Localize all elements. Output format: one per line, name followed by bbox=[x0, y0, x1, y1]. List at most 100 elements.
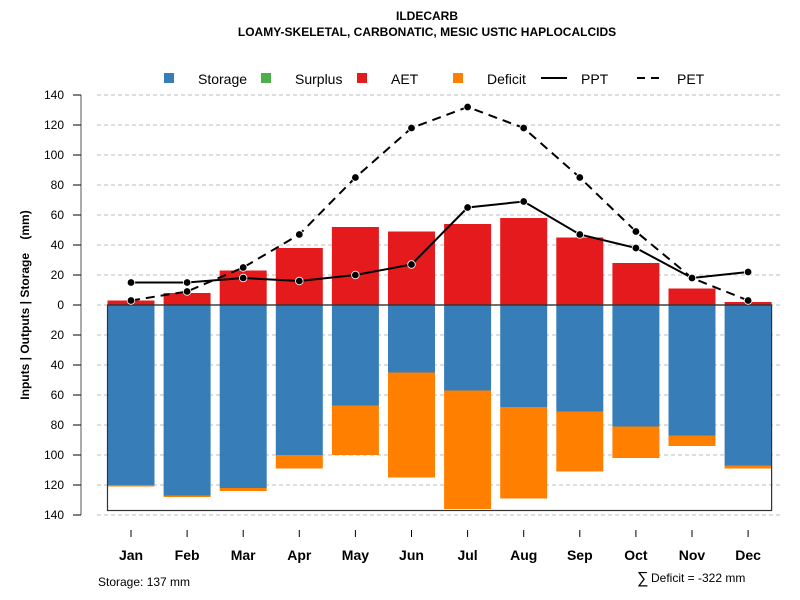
x-tick-label: Nov bbox=[679, 547, 706, 563]
legend-swatch bbox=[164, 73, 174, 83]
storage-bar bbox=[556, 305, 604, 412]
ppt-point bbox=[687, 273, 697, 283]
deficit-bar bbox=[219, 488, 267, 491]
legend-item: PPT bbox=[541, 71, 609, 87]
y-tick-label: 140 bbox=[44, 88, 64, 102]
legend-item: PET bbox=[637, 71, 705, 87]
deficit-sum-note: Deficit = -322 mm bbox=[651, 571, 745, 585]
storage-bar bbox=[724, 305, 772, 466]
bars bbox=[107, 218, 772, 509]
deficit-bar bbox=[612, 426, 660, 458]
storage-bar bbox=[612, 305, 660, 427]
ppt-point bbox=[126, 278, 136, 287]
storage-capacity-box bbox=[106, 304, 773, 512]
storage-bar bbox=[331, 305, 379, 406]
legend-item: Storage bbox=[164, 71, 247, 87]
deficit-bar bbox=[388, 372, 435, 478]
deficit-bar bbox=[500, 407, 548, 499]
y-tick-label: 140 bbox=[44, 508, 64, 522]
legend: Storage Surplus AET Deficit PPT PET bbox=[164, 71, 705, 87]
y-tick-label: 80 bbox=[51, 418, 65, 432]
legend-swatch bbox=[261, 73, 271, 83]
x-tick-label: Aug bbox=[510, 547, 537, 563]
aet-bar bbox=[331, 227, 379, 305]
y-tick-label: 40 bbox=[51, 358, 65, 372]
pet-point bbox=[351, 173, 360, 182]
storage-bar bbox=[107, 305, 155, 485]
legend-label: Surplus bbox=[295, 71, 342, 87]
y-tick-label: 80 bbox=[51, 178, 65, 192]
x-tick-label: Jul bbox=[457, 547, 477, 563]
y-axis-label: Inputs | Outputs | Storage (mm) bbox=[18, 210, 32, 399]
legend-label: Storage bbox=[198, 71, 247, 87]
storage-bar bbox=[275, 305, 323, 455]
y-tick-label: 100 bbox=[44, 448, 64, 462]
storage-note: Storage: 137 mm bbox=[98, 575, 190, 589]
pet-point bbox=[463, 102, 472, 112]
y-tick-label: 20 bbox=[51, 268, 65, 282]
pet-point bbox=[126, 296, 136, 305]
pet-point bbox=[295, 230, 304, 239]
y-tick-label: 40 bbox=[51, 238, 65, 252]
pet-point bbox=[407, 123, 416, 133]
ppt-point bbox=[407, 260, 416, 269]
pet-point bbox=[631, 227, 641, 236]
aet-bar bbox=[275, 248, 323, 305]
pet-point bbox=[519, 123, 528, 133]
aet-bar bbox=[556, 237, 604, 305]
lines bbox=[126, 102, 753, 305]
storage-bar bbox=[163, 305, 211, 496]
aet-bar bbox=[612, 263, 660, 305]
x-tick-label: Sep bbox=[567, 547, 593, 563]
ppt-line bbox=[131, 200, 749, 284]
storage-bar bbox=[219, 305, 267, 488]
x-tick-label: Apr bbox=[287, 547, 312, 563]
y-tick-label: 0 bbox=[57, 298, 64, 312]
sum-symbol: ∑ bbox=[637, 570, 648, 587]
y-tick-label: 60 bbox=[51, 208, 65, 222]
deficit-bar bbox=[724, 465, 772, 469]
y-tick-label: 100 bbox=[44, 148, 64, 162]
ppt-point bbox=[575, 230, 584, 239]
legend-label: AET bbox=[391, 71, 419, 87]
legend-label: Deficit bbox=[487, 71, 526, 87]
deficit-bar bbox=[444, 390, 492, 509]
deficit-bar bbox=[107, 485, 155, 487]
legend-swatch bbox=[453, 73, 463, 83]
legend-swatch bbox=[357, 73, 367, 83]
pet-point bbox=[182, 287, 192, 296]
chart-title: ILDECARB bbox=[396, 9, 458, 23]
storage-bar bbox=[444, 305, 492, 391]
x-tick-label: Dec bbox=[735, 547, 761, 563]
deficit-bar bbox=[163, 495, 211, 497]
deficit-bar bbox=[275, 455, 323, 469]
x-tick-label: Jan bbox=[119, 547, 143, 563]
storage-bar bbox=[500, 305, 548, 407]
pet-point bbox=[575, 173, 584, 182]
pet-line bbox=[130, 105, 749, 302]
x-tick-label: Feb bbox=[175, 547, 200, 563]
aet-bar bbox=[163, 293, 211, 305]
aet-bar bbox=[444, 224, 492, 305]
pet-point bbox=[238, 263, 248, 272]
x-tick-label: Oct bbox=[624, 547, 648, 563]
y-tick-label: 120 bbox=[44, 118, 64, 132]
legend-item: AET bbox=[357, 71, 419, 87]
legend-item: Deficit bbox=[453, 71, 526, 87]
ppt-point bbox=[519, 197, 528, 206]
ppt-point bbox=[743, 267, 753, 277]
x-tick-label: Jun bbox=[399, 547, 424, 563]
storage-bar bbox=[668, 305, 716, 436]
legend-label: PPT bbox=[581, 71, 609, 87]
ppt-point bbox=[295, 276, 304, 286]
deficit-bar bbox=[556, 411, 604, 472]
aet-bar bbox=[500, 218, 548, 305]
x-axis: Jan Feb Mar Apr May Jun Jul Aug Sep Oct Nov Dec bbox=[119, 530, 761, 563]
x-tick-label: May bbox=[342, 547, 369, 563]
pet-point bbox=[743, 296, 753, 305]
legend-item: Surplus bbox=[261, 71, 342, 87]
storage-bar bbox=[388, 305, 435, 373]
chart-subtitle: LOAMY-SKELETAL, CARBONATIC, MESIC USTIC … bbox=[238, 25, 616, 39]
aet-bar bbox=[668, 288, 716, 305]
grid bbox=[97, 94, 780, 516]
